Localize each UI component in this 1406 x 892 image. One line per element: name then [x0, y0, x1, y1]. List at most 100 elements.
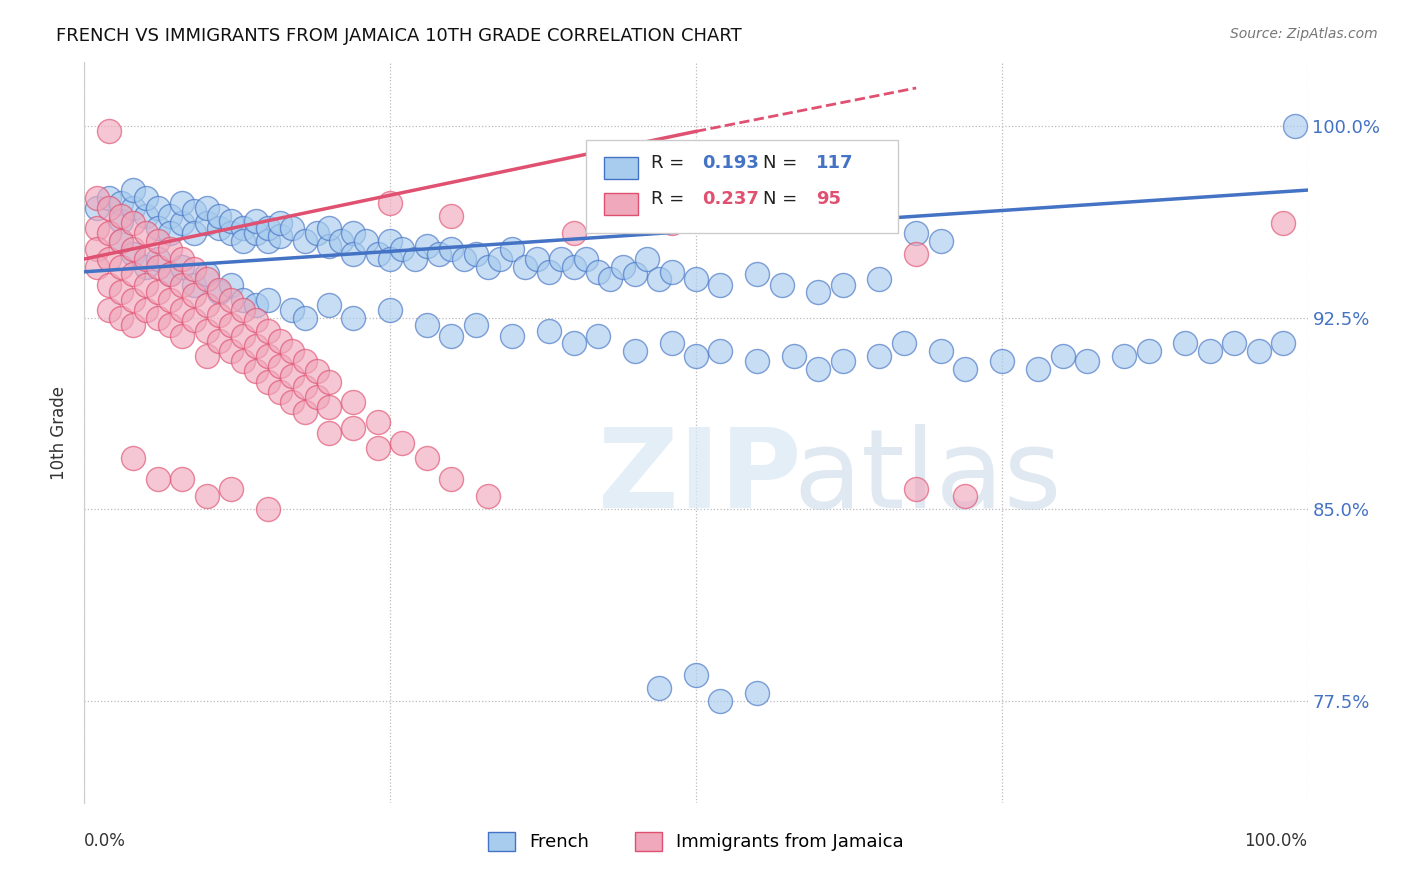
Point [453, 252, 475, 266]
Point [183, 262, 205, 277]
Point [159, 242, 181, 256]
Point [807, 361, 830, 376]
Point [232, 354, 254, 368]
Point [97, 124, 120, 138]
FancyBboxPatch shape [586, 140, 898, 233]
Point [281, 369, 304, 384]
Point [294, 310, 316, 325]
Legend: French, Immigrants from Jamaica: French, Immigrants from Jamaica [479, 823, 912, 861]
Point [232, 303, 254, 318]
Point [624, 343, 647, 358]
Point [440, 472, 463, 486]
Point [110, 234, 132, 248]
Point [831, 354, 853, 368]
Point [97, 191, 120, 205]
Point [380, 234, 402, 248]
Point [122, 183, 145, 197]
Point [575, 252, 598, 266]
Point [502, 328, 524, 343]
Point [318, 425, 340, 440]
Point [208, 308, 231, 322]
Point [318, 400, 340, 414]
Point [1284, 120, 1306, 134]
Point [1076, 354, 1098, 368]
Point [869, 272, 891, 286]
Point [219, 293, 242, 307]
Point [905, 482, 928, 496]
Point [953, 490, 976, 504]
Point [905, 227, 928, 241]
Point [831, 277, 853, 292]
Point [526, 252, 548, 266]
Point [172, 472, 194, 486]
Point [562, 227, 585, 241]
Point [219, 277, 242, 292]
Text: 100.0%: 100.0% [1244, 832, 1308, 850]
Point [953, 361, 976, 376]
Point [86, 191, 108, 205]
Point [146, 472, 169, 486]
Point [245, 298, 267, 312]
Point [86, 201, 108, 215]
Point [195, 201, 218, 215]
Point [648, 272, 671, 286]
Point [183, 277, 205, 292]
Point [269, 334, 291, 348]
Point [342, 247, 364, 261]
Point [305, 227, 328, 241]
Point [513, 260, 536, 274]
Point [380, 252, 402, 266]
Point [648, 681, 671, 695]
Point [122, 293, 145, 307]
Point [599, 272, 621, 286]
Point [122, 201, 145, 215]
Point [245, 364, 267, 378]
Point [172, 252, 194, 266]
Point [195, 349, 218, 363]
Point [86, 260, 108, 274]
Point [110, 260, 132, 274]
Point [195, 216, 218, 230]
Point [257, 324, 280, 338]
Point [135, 191, 157, 205]
Point [318, 375, 340, 389]
Point [685, 349, 707, 363]
Point [747, 268, 769, 282]
Point [122, 268, 145, 282]
Point [146, 260, 169, 274]
Point [294, 379, 316, 393]
Text: FRENCH VS IMMIGRANTS FROM JAMAICA 10TH GRADE CORRELATION CHART: FRENCH VS IMMIGRANTS FROM JAMAICA 10TH G… [56, 27, 742, 45]
Point [135, 277, 157, 292]
Point [172, 328, 194, 343]
Point [464, 247, 486, 261]
Point [269, 359, 291, 374]
Point [97, 227, 120, 241]
Point [172, 216, 194, 230]
Point [929, 234, 952, 248]
Point [110, 195, 132, 210]
Point [269, 384, 291, 399]
Point [783, 349, 806, 363]
Point [183, 227, 205, 241]
Point [440, 209, 463, 223]
Point [159, 268, 181, 282]
Point [905, 247, 928, 261]
Point [183, 287, 205, 301]
Point [245, 313, 267, 327]
Point [135, 303, 157, 318]
Point [1272, 216, 1295, 230]
Text: 0.0%: 0.0% [84, 832, 127, 850]
Point [538, 265, 561, 279]
Point [245, 227, 267, 241]
Point [172, 260, 194, 274]
Point [416, 239, 439, 253]
Point [502, 242, 524, 256]
Point [172, 195, 194, 210]
Text: 0.193: 0.193 [702, 154, 759, 172]
Point [219, 318, 242, 333]
Point [1272, 336, 1295, 351]
Point [661, 216, 683, 230]
Point [269, 229, 291, 244]
Point [281, 303, 304, 318]
Point [367, 441, 389, 455]
